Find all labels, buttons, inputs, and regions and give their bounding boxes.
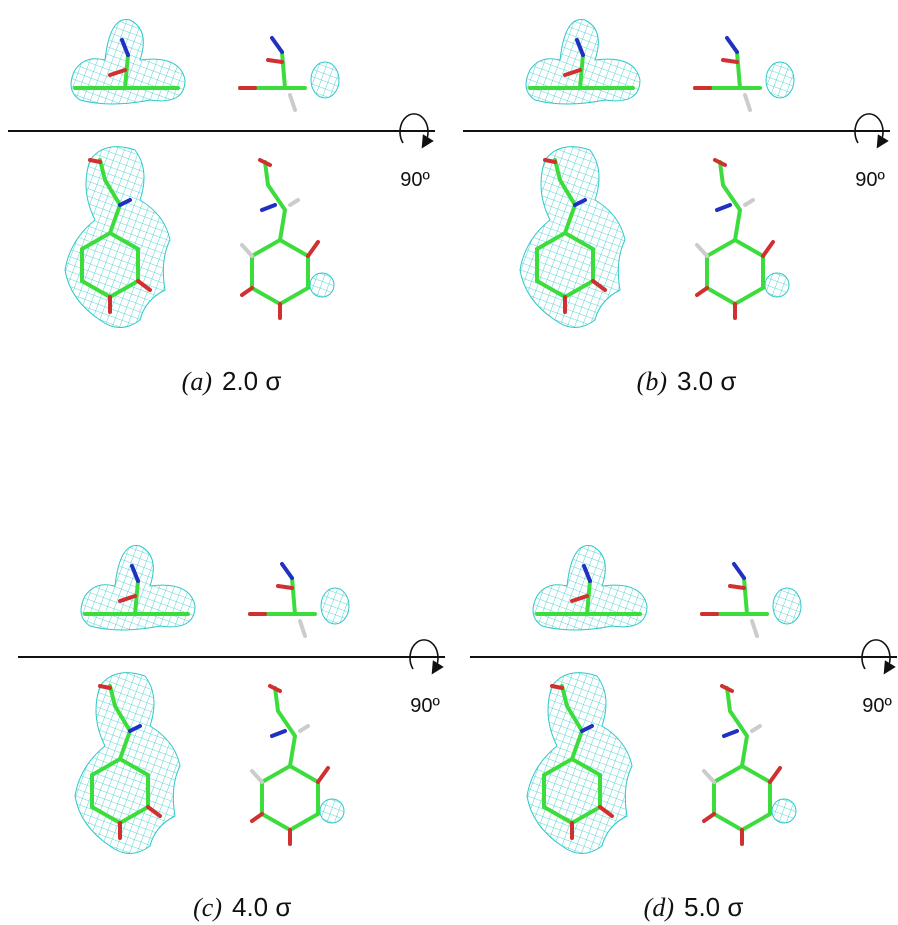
- panel-label: (c): [193, 893, 222, 922]
- panel: 90º (c) 4.0 σ: [18, 546, 445, 923]
- sigma-level: 4.0 σ: [232, 892, 291, 922]
- density-map: [470, 546, 897, 854]
- panel-label: (b): [637, 367, 667, 396]
- panel-label: (d): [644, 893, 674, 922]
- density-map: [8, 20, 435, 328]
- panel: 90º (b) 3.0 σ: [463, 20, 890, 397]
- panel: 90º (d) 5.0 σ: [470, 546, 897, 923]
- sigma-level: 2.0 σ: [222, 366, 281, 396]
- rotation-label: 90º: [400, 169, 430, 191]
- figure: 90º (a) 2.0 σ 90º (b) 3.0 σ 90º (c) 4.0 σ 90º (d) 5…: [0, 0, 898, 925]
- rotation-label: 90º: [862, 695, 892, 717]
- density-map: [463, 20, 890, 328]
- sigma-level: 3.0 σ: [677, 366, 736, 396]
- density-map: [18, 546, 445, 854]
- rotation-label: 90º: [855, 169, 885, 191]
- panel-label: (a): [182, 367, 212, 396]
- sigma-level: 5.0 σ: [684, 892, 743, 922]
- panel: 90º (a) 2.0 σ: [8, 20, 435, 397]
- rotation-label: 90º: [410, 695, 440, 717]
